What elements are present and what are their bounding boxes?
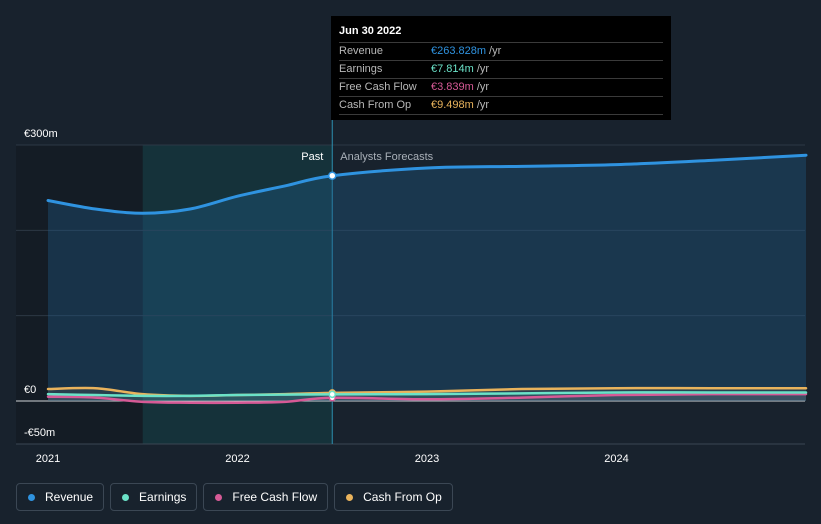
- legend-item-free-cash-flow[interactable]: Free Cash Flow: [203, 483, 329, 511]
- tooltip-value: €3.839m: [431, 81, 474, 93]
- series-area-free-cash-flow: [48, 394, 806, 403]
- tooltip-unit: /yr: [476, 81, 490, 93]
- x-tick-label: 2024: [604, 453, 628, 465]
- legend-item-cash-from-op[interactable]: Cash From Op: [334, 483, 453, 511]
- x-tick-label: 2021: [36, 453, 60, 465]
- x-tick-label: 2022: [225, 453, 249, 465]
- tooltip-unit: /yr: [476, 99, 490, 111]
- y-tick-label: €0: [24, 384, 36, 396]
- free-cash-flow-dot-icon: [215, 493, 223, 501]
- tooltip-value: €9.498m: [431, 99, 474, 111]
- legend-label: Revenue: [45, 490, 94, 504]
- tooltip-unit: /yr: [489, 45, 502, 57]
- x-tick-label: 2023: [415, 453, 439, 465]
- tooltip-row-revenue: Revenue €263.828m /yr: [339, 43, 663, 61]
- tooltip-row-free-cash-flow: Free Cash Flow €3.839m /yr: [339, 79, 663, 97]
- tooltip-label: Earnings: [339, 63, 383, 75]
- tooltip-value: €7.814m: [431, 63, 474, 75]
- y-tick-label: €300m: [24, 128, 58, 140]
- tooltip-label: Revenue: [339, 45, 384, 57]
- legend-label: Cash From Op: [363, 490, 442, 504]
- legend-item-earnings[interactable]: Earnings: [110, 483, 198, 511]
- revenue-dot-icon: [28, 493, 35, 501]
- legend: Revenue Earnings Free Cash Flow Cash Fro…: [16, 483, 453, 511]
- tooltip: Jun 30 2022 Revenue €263.828m /yr Earnin…: [331, 16, 671, 120]
- cash-from-op-dot-icon: [346, 493, 354, 501]
- tooltip-label: Free Cash Flow: [339, 81, 417, 93]
- legend-label: Earnings: [139, 490, 187, 504]
- marker-revenue: [328, 171, 337, 180]
- y-tick-label: -€50m: [24, 427, 55, 439]
- earnings-dot-icon: [122, 493, 130, 501]
- legend-label: Free Cash Flow: [232, 490, 318, 504]
- revenue-area: [48, 155, 806, 401]
- tooltip-date: Jun 30 2022: [339, 24, 663, 43]
- forecast-label: Analysts Forecasts: [340, 151, 433, 163]
- tooltip-label: Cash From Op: [339, 99, 412, 111]
- past-label: Past: [301, 151, 323, 163]
- tooltip-unit: /yr: [476, 63, 490, 75]
- marker-earnings: [328, 390, 336, 399]
- tooltip-value: €263.828m: [431, 45, 487, 57]
- legend-item-revenue[interactable]: Revenue: [16, 483, 105, 511]
- tooltip-row-earnings: Earnings €7.814m /yr: [339, 61, 663, 79]
- tooltip-row-cash-from-op: Cash From Op €9.498m /yr: [339, 97, 663, 115]
